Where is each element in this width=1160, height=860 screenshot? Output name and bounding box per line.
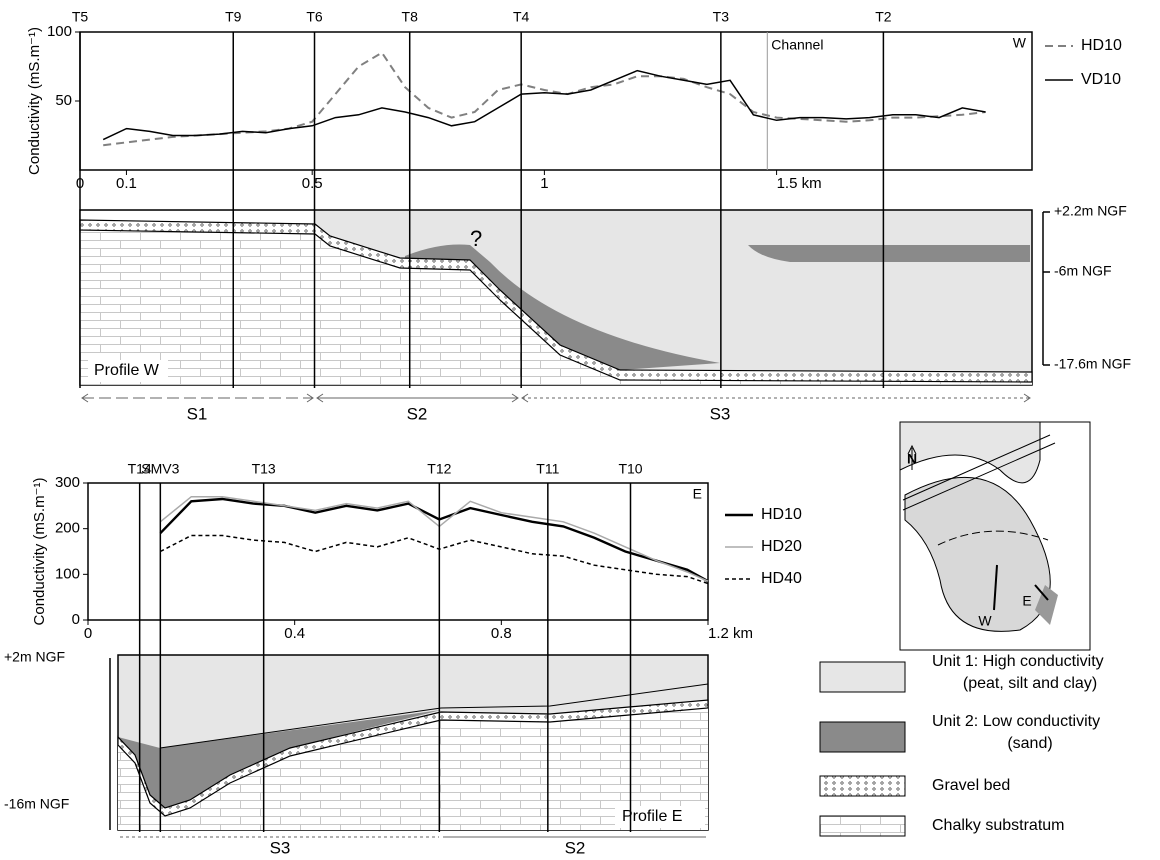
profile-name: Profile E [622, 808, 682, 825]
gravel-bed [79, 219, 1033, 383]
marker-label: T2 [875, 9, 892, 25]
y-tick-label: 200 [55, 520, 80, 537]
x-tick-label: 1.2 km [708, 625, 753, 642]
legend-label: HD40 [761, 570, 802, 587]
profile-e: Profile E +2m NGF -16m NGF S3 S2 [4, 649, 709, 857]
depth-label: -6m NGF [1054, 263, 1112, 279]
map-profile [993, 564, 1049, 611]
gravel-bed [117, 699, 709, 817]
profile-name: Profile W [94, 362, 160, 379]
x-tick-label: 0.4 [284, 625, 305, 642]
legend-label: (sand) [1007, 735, 1052, 752]
chalk [118, 708, 708, 830]
map-label: W [978, 613, 992, 629]
marker-label: T4 [513, 9, 530, 25]
y-axis-label: Conductivity (mS.m⁻¹) [26, 27, 43, 175]
section-label: S1 [187, 404, 208, 423]
legend-label: Unit 2: Low conductivity [932, 713, 1100, 730]
question-mark: ? [470, 226, 482, 251]
map-area [904, 476, 1051, 632]
legend-label: Unit 1: High conductivity [932, 653, 1104, 670]
unit2 [118, 710, 441, 808]
depth-label: -17.6m NGF [1054, 356, 1131, 372]
series-line [103, 51, 986, 147]
marker-label: T9 [225, 9, 242, 25]
plot-frame [79, 31, 1033, 171]
y-tick-label: 0 [72, 611, 80, 628]
marker-label: T8 [402, 9, 419, 25]
marker-label: T5 [72, 9, 89, 25]
label-bg [615, 806, 705, 828]
legend-label: Gravel bed [932, 777, 1010, 794]
map-track [937, 530, 1049, 546]
y-tick-label: 100 [47, 23, 72, 40]
marker-label: T12 [427, 461, 451, 477]
y-tick-label: 50 [55, 92, 72, 109]
unit2 [748, 245, 1030, 262]
arrow-heads [81, 393, 1031, 403]
chalk [80, 230, 1032, 385]
legend-label: HD10 [1081, 37, 1122, 54]
section-label: S2 [407, 404, 428, 423]
series-line [102, 69, 986, 141]
unit-boundary [159, 683, 709, 749]
depth-scale [1042, 211, 1050, 366]
marker-label: T3 [713, 9, 730, 25]
legend-swatch [819, 815, 906, 837]
marker-label: T13 [252, 461, 276, 477]
legend-label: HD10 [761, 506, 802, 523]
section-label: S3 [270, 838, 291, 855]
site-map: N W E [899, 421, 1091, 651]
north-arrow [907, 444, 917, 470]
legend-label: (peat, silt and clay) [963, 675, 1097, 692]
section-label: S2 [565, 838, 586, 855]
marker-label: SMV3 [141, 461, 179, 477]
label-bg [88, 360, 168, 382]
legend-swatch [819, 775, 906, 797]
map-label: N [907, 451, 917, 467]
marker-label: T10 [618, 461, 642, 477]
map-label: E [1022, 593, 1031, 609]
annotation-label: Channel [771, 37, 823, 53]
depth-label: +2.2m NGF [1054, 203, 1127, 219]
plot-frame [87, 482, 709, 621]
corner-label: E [693, 486, 702, 502]
legend-swatch [819, 721, 906, 753]
y-tick-label: 100 [55, 565, 80, 582]
legend-label: Chalky substratum [932, 817, 1065, 834]
legend-swatch [819, 661, 906, 693]
marker-label: T14 [128, 461, 152, 477]
x-tick-label: 1 [540, 175, 548, 192]
unit-legend: Unit 1: High conductivity (peat, silt an… [819, 653, 1104, 837]
x-tick-label: 1.5 km [777, 175, 822, 192]
x-tick-label: 0.5 [302, 175, 323, 192]
profile-w: ? Profile W +2.2m NGF -6m NGF -17.6m NGF… [79, 203, 1131, 423]
y-axis-label: Conductivity (mS.m⁻¹) [31, 478, 48, 626]
x-tick-label: 0 [84, 625, 92, 642]
map-patch [1035, 585, 1058, 625]
series-line [159, 497, 709, 583]
legend-label: HD20 [761, 538, 802, 555]
map-road [902, 434, 1056, 511]
marker-label: T11 [536, 461, 559, 477]
unit2 [405, 244, 720, 370]
y-tick-label: 300 [55, 474, 80, 491]
series-line [159, 534, 709, 585]
depth-label: +2m NGF [4, 649, 65, 665]
legend-label: VD10 [1081, 71, 1121, 88]
depth-label: -16m NGF [4, 796, 69, 812]
x-tick-label: 0.1 [116, 175, 137, 192]
corner-label: W [1013, 35, 1027, 51]
marker-label: T6 [306, 9, 323, 25]
section-label: S3 [710, 404, 731, 423]
x-tick-label: 0.8 [491, 625, 512, 642]
